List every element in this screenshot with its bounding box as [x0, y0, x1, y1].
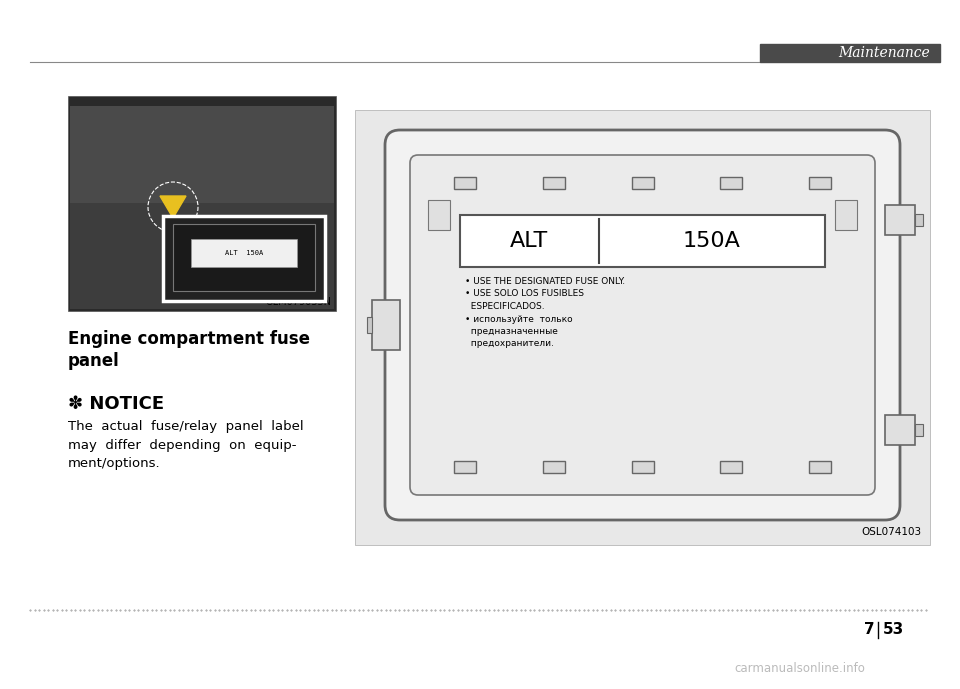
Bar [915, 424, 923, 436]
Bar [720, 177, 742, 189]
Text: Engine compartment fuse
panel: Engine compartment fuse panel [68, 330, 310, 370]
Text: ✽ NOTICE: ✽ NOTICE [68, 395, 164, 413]
Bar [835, 200, 857, 230]
Bar [542, 177, 564, 189]
FancyBboxPatch shape [385, 130, 900, 520]
Bar [191, 239, 297, 267]
Bar [454, 177, 476, 189]
Bar [632, 177, 654, 189]
Bar [163, 216, 325, 301]
Bar [454, 461, 476, 473]
Text: Maintenance: Maintenance [838, 46, 930, 60]
Bar [885, 415, 915, 445]
Bar [885, 205, 915, 235]
Bar [460, 215, 825, 267]
Text: OLM079053N: OLM079053N [266, 297, 332, 307]
Bar [720, 461, 742, 473]
Bar [173, 224, 315, 291]
Text: • USE THE DESIGNATED FUSE ONLY.
• USE SOLO LOS FUSIBLES
  ESPECIFICADOS.
• испол: • USE THE DESIGNATED FUSE ONLY. • USE SO… [465, 277, 625, 349]
Polygon shape [160, 196, 186, 218]
Bar [632, 461, 654, 473]
FancyBboxPatch shape [410, 155, 875, 495]
Bar [70, 191, 334, 309]
Text: 7: 7 [864, 622, 875, 637]
Text: 53: 53 [883, 622, 904, 637]
Bar [809, 177, 831, 189]
Bar [428, 200, 450, 230]
Text: OSL074103: OSL074103 [862, 527, 922, 537]
Bar [760, 44, 940, 62]
Text: ALT  150A: ALT 150A [225, 250, 263, 256]
Text: 150A: 150A [683, 231, 741, 251]
Bar [367, 317, 372, 333]
Text: carmanualsonline.info: carmanualsonline.info [734, 661, 865, 675]
Bar [542, 461, 564, 473]
Bar [809, 461, 831, 473]
Bar [355, 110, 930, 545]
Bar [372, 300, 400, 350]
Bar [70, 106, 334, 203]
Bar [915, 214, 923, 226]
Text: The  actual  fuse/relay  panel  label
may  differ  depending  on  equip-
ment/op: The actual fuse/relay panel label may di… [68, 420, 303, 470]
Text: ALT: ALT [510, 231, 548, 251]
Bar [68, 96, 336, 311]
